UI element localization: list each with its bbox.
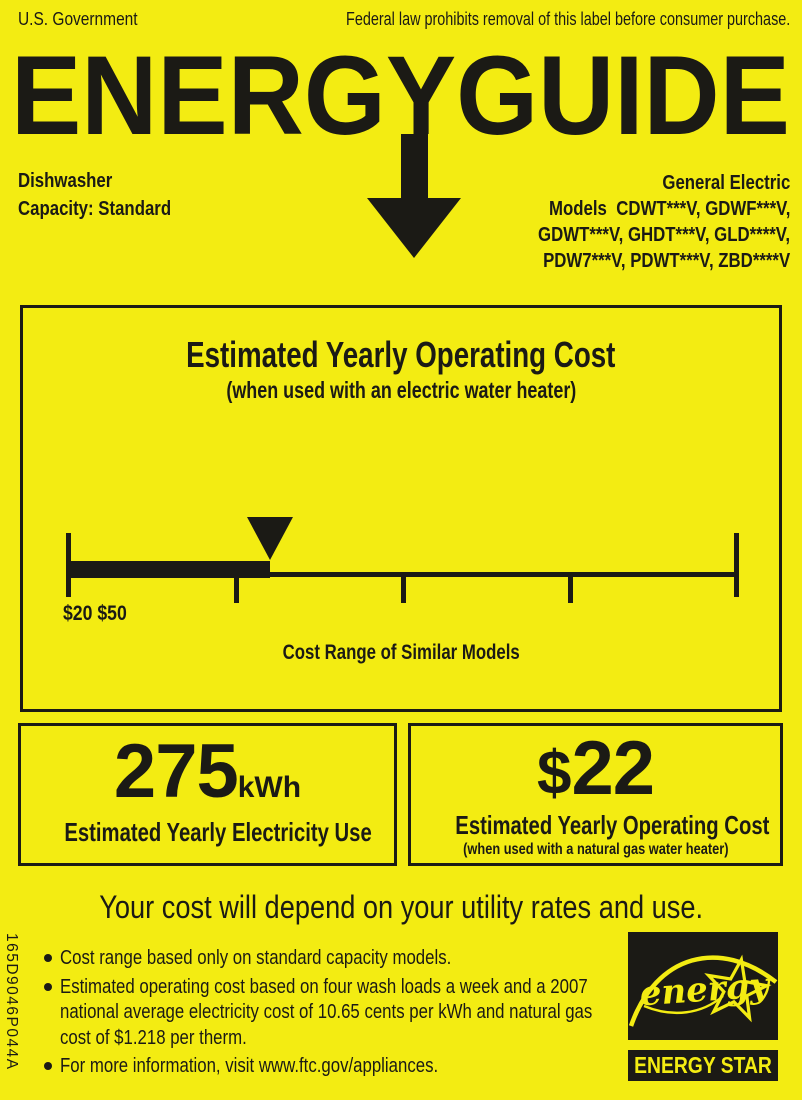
energy-star-logo: energy ENERGY STAR xyxy=(628,932,778,1081)
footnote-text: Estimated operating cost based on four w… xyxy=(60,975,593,1049)
appliance-capacity: Capacity: Standard xyxy=(18,198,172,220)
star-icon xyxy=(704,954,772,1023)
electricity-use-panel: 275 kWh Estimated Yearly Electricity Use xyxy=(18,723,397,866)
electricity-panel-label: Estimated Yearly Electricity Use xyxy=(64,817,372,847)
model-line: Models CDWT***V, GDWF***V, xyxy=(548,198,790,220)
down-arrow-icon xyxy=(401,134,428,200)
energyguide-logo-text: ENERGYGUIDE xyxy=(11,44,790,144)
gas-cost-value: 22 xyxy=(571,726,655,811)
gas-cost-panel: $22 Estimated Yearly Operating Cost (whe… xyxy=(408,723,783,866)
footnote-item: Estimated operating cost based on four w… xyxy=(44,975,720,1052)
electricity-unit: kWh xyxy=(237,771,302,804)
footnote-item: Cost range based only on standard capaci… xyxy=(44,946,720,972)
footnote-text: Cost range based only on standard capaci… xyxy=(60,947,452,969)
manufacturer-name: General Electric xyxy=(662,172,790,194)
scale-tick xyxy=(568,577,573,603)
footnote-list: Cost range based only on standard capaci… xyxy=(44,946,720,1083)
operating-cost-panel: Estimated Yearly Operating Cost (when us… xyxy=(20,305,782,840)
footnote-item: For more information, visit www.ftc.gov/… xyxy=(44,1054,720,1080)
model-line: PDW7***V, PDWT***V, ZBD****V xyxy=(542,250,790,272)
bullet-icon xyxy=(44,982,52,991)
manufacturer-models: General Electric Models CDWT***V, GDWF**… xyxy=(490,170,790,274)
federal-law-notice: Federal law prohibits removal of this la… xyxy=(235,9,790,30)
us-government-label: U.S. Government xyxy=(18,9,138,29)
gas-panel-label: Estimated Yearly Operating Cost xyxy=(455,810,770,840)
scale-range-labels: $20 $50 xyxy=(63,602,127,625)
cost-marker-icon xyxy=(247,517,293,560)
electricity-value-row: 275 kWh xyxy=(21,734,394,810)
scale-tick-max xyxy=(734,533,739,597)
panel-subtitle: (when used with an electric water heater… xyxy=(226,377,576,403)
energy-star-bar-text: ENERGY STAR xyxy=(634,1052,772,1078)
us-government-text: U.S. Government xyxy=(18,9,157,30)
energy-star-bar: ENERGY STAR xyxy=(628,1050,778,1081)
appliance-type: Dishwasher xyxy=(18,170,113,192)
appliance-info: Dishwasher Capacity: Standard xyxy=(18,167,200,223)
panel-title: Estimated Yearly Operating Cost xyxy=(186,334,616,375)
federal-law-notice-text: Federal law prohibits removal of this la… xyxy=(345,9,790,29)
energyguide-logo: ENERGYGUIDE xyxy=(11,44,790,144)
energy-script-text: energy xyxy=(639,965,773,1014)
footnote-text: For more information, visit www.ftc.gov/… xyxy=(60,1055,439,1077)
cost-disclaimer-headline: Your cost will depend on your utility ra… xyxy=(99,889,703,925)
cost-range-scale: $29 $20 $50 Cost Range of Similar Models xyxy=(23,308,779,840)
scale-tick xyxy=(401,577,406,603)
scale-filled-segment xyxy=(68,561,270,578)
bullet-icon xyxy=(44,954,52,962)
bullet-icon xyxy=(44,1062,52,1070)
scale-axis-line xyxy=(68,572,738,577)
down-arrow-head-icon xyxy=(367,198,461,258)
gas-panel-sublabel: (when used with a natural gas water heat… xyxy=(462,841,729,858)
scale-tick xyxy=(234,577,239,603)
model-line: GDWT***V, GHDT***V, GLD****V, xyxy=(537,224,790,246)
label-part-number: 165D9046P044A xyxy=(3,933,20,1071)
scale-caption: Cost Range of Similar Models xyxy=(282,641,520,664)
energy-star-mark-icon: energy xyxy=(628,932,778,1040)
electricity-value: 275 xyxy=(113,729,239,814)
gas-cost-value-row: $22 xyxy=(411,731,780,807)
scale-tick-min xyxy=(66,533,71,597)
gas-cost-currency: $ xyxy=(536,739,572,808)
